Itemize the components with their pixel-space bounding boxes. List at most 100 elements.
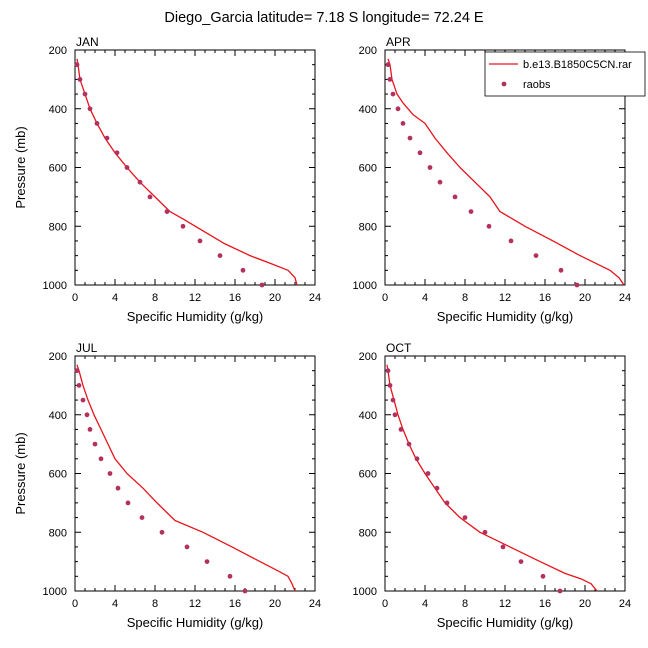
y-axis-title: Pressure (mb) (13, 432, 28, 514)
raobs-point (387, 383, 393, 388)
x-axis-title: Specific Humidity (g/kg) (437, 615, 574, 630)
y-tick-label: 800 (49, 221, 67, 233)
x-tick-label: 0 (382, 292, 388, 304)
x-tick-label: 20 (269, 598, 281, 610)
raobs-point (107, 471, 113, 476)
raobs-point (468, 209, 474, 215)
raobs-point (533, 253, 539, 258)
model-profile-line (76, 58, 298, 286)
panel-label: APR (386, 35, 411, 49)
raobs-point (462, 515, 468, 520)
x-tick-label: 16 (539, 598, 551, 610)
raobs-point (184, 544, 190, 550)
raobs-point (390, 91, 396, 97)
raobs-point (98, 456, 104, 462)
raobs-point (259, 282, 265, 288)
raobs-point (385, 368, 391, 374)
raobs-point (395, 106, 401, 112)
raobs-point (482, 529, 488, 535)
raobs-point (74, 62, 80, 68)
x-tick-label: 4 (112, 292, 118, 304)
raobs-point (115, 485, 121, 491)
y-tick-label: 800 (359, 527, 377, 539)
y-tick-label: 1000 (43, 280, 67, 292)
raobs-point (80, 397, 86, 403)
plot-frame (74, 49, 316, 286)
raobs-point (434, 485, 440, 491)
legend-model-label: b.e13.B1850C5CN.rar (523, 59, 632, 71)
y-tick-label: 400 (359, 104, 377, 116)
panel-jul: 0 4 8 12 16 20 24 200 400 600 800 1000 Specific Humi… (13, 341, 321, 630)
raobs-point (557, 588, 563, 594)
raobs-point (387, 77, 393, 82)
raobs-point (76, 383, 82, 388)
panel-label: JAN (76, 35, 99, 49)
y-tick-label: 600 (49, 469, 67, 481)
x-tick-label: 24 (309, 598, 321, 610)
x-tick-label: 4 (422, 598, 428, 610)
legend-box (484, 51, 646, 97)
panel-oct: 0 4 8 12 16 20 24 200 400 600 800 1000 Specific Humi… (353, 341, 632, 630)
panel-apr: 0 4 8 12 16 20 24 200 400 600 800 1000 Specific Humi… (353, 35, 632, 324)
x-tick-label: 8 (152, 598, 158, 610)
x-tick-label: 12 (499, 292, 511, 304)
raobs-point (82, 91, 88, 97)
raobs-point (437, 179, 443, 185)
raobs-point (159, 529, 165, 535)
raobs-point (452, 194, 458, 200)
raobs-point (197, 238, 203, 244)
y-tick-label: 200 (49, 45, 67, 57)
raobs-point (227, 573, 233, 579)
raobs-point (139, 515, 145, 520)
y-tick-label: 1000 (43, 586, 67, 598)
raobs-point (400, 121, 406, 126)
x-tick-label: 4 (112, 598, 118, 610)
model-profile-line (386, 364, 598, 592)
raobs-point (124, 165, 130, 170)
raobs-point (77, 77, 83, 82)
raobs-point (390, 397, 396, 403)
raobs-point (94, 121, 100, 126)
y-tick-label: 1000 (353, 280, 377, 292)
raobs-point (417, 150, 423, 156)
raobs-point (444, 500, 450, 506)
x-tick-label: 20 (269, 292, 281, 304)
x-tick-label: 16 (539, 292, 551, 304)
legend-marker-swatch (501, 81, 507, 87)
figure-title: Diego_Garcia latitude= 7.18 S longitude=… (164, 10, 484, 26)
x-tick-label: 8 (152, 292, 158, 304)
y-tick-label: 400 (49, 104, 67, 116)
y-tick-label: 600 (359, 163, 377, 175)
raobs-point (180, 223, 186, 229)
raobs-point (114, 150, 120, 156)
y-tick-label: 200 (359, 351, 377, 363)
raobs-point (398, 427, 404, 432)
model-profile-line (76, 364, 296, 592)
legend-obs-label: raobs (523, 79, 551, 91)
x-tick-label: 0 (72, 292, 78, 304)
raobs-point (427, 165, 433, 170)
x-tick-label: 16 (229, 598, 241, 610)
y-tick-label: 800 (359, 221, 377, 233)
raobs-point (147, 194, 153, 200)
raobs-point (125, 500, 131, 506)
x-tick-label: 12 (189, 598, 201, 610)
y-tick-label: 800 (49, 527, 67, 539)
x-tick-label: 12 (499, 598, 511, 610)
raobs-point (574, 282, 580, 288)
x-tick-label: 20 (579, 292, 591, 304)
x-tick-label: 8 (462, 598, 468, 610)
x-axis-title: Specific Humidity (g/kg) (127, 309, 264, 324)
x-tick-label: 20 (579, 598, 591, 610)
raobs-point (217, 253, 223, 258)
x-axis-title: Specific Humidity (g/kg) (127, 615, 264, 630)
y-tick-label: 400 (49, 410, 67, 422)
raobs-point (518, 559, 524, 564)
raobs-point (137, 179, 143, 185)
y-tick-label: 200 (49, 351, 67, 363)
x-tick-label: 24 (619, 598, 631, 610)
x-tick-label: 8 (462, 292, 468, 304)
raobs-point (84, 412, 90, 418)
raobs-point (392, 412, 398, 418)
